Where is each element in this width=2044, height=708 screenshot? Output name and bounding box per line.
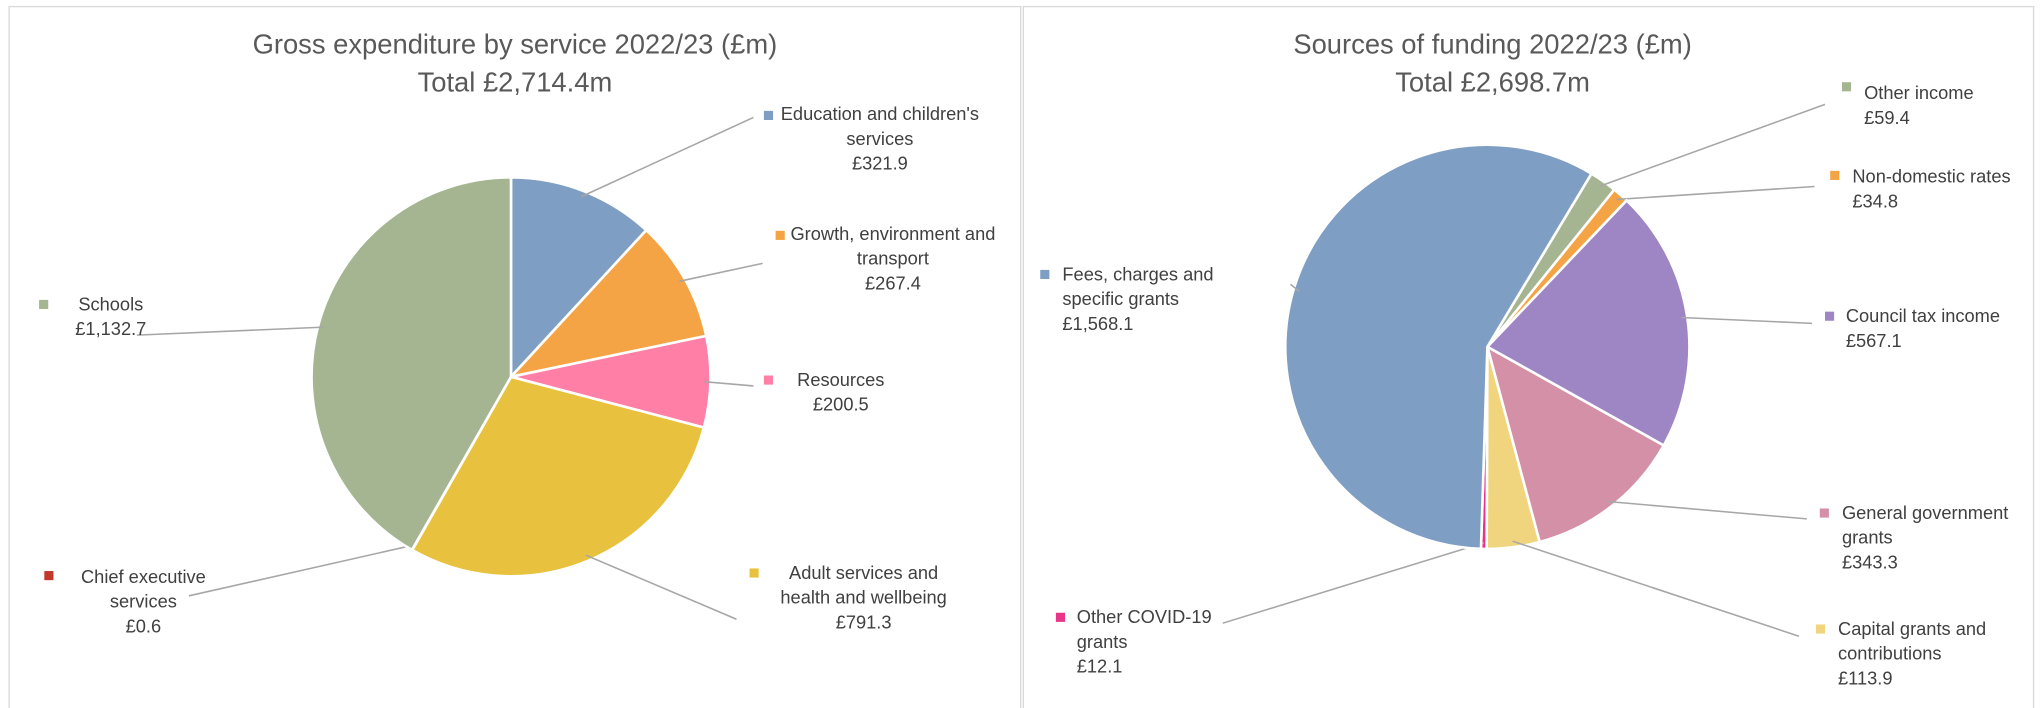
legend-marker [1055,612,1066,622]
value-label: £59.4 [1864,106,1910,128]
pie-slice [410,375,706,578]
category-label: Non-domestic rates [1852,165,2011,187]
category-label: Resources [797,368,885,390]
legend-marker [1815,624,1825,634]
legend-marker [749,568,759,578]
category-label: General government grants [1841,501,2009,548]
category-label: Other COVID-19 grants [1076,606,1212,652]
leader-line [704,380,754,387]
pie-slice [310,176,513,552]
data-label: Adult services and health and wellbeing £… [769,561,958,635]
data-label: Capital grants and contributions £113.9 [1838,617,2014,691]
value-label: £12.1 [1076,655,1123,677]
data-label-box: Council tax income £567.1 [1846,304,2035,354]
leader-line [581,116,754,198]
category-label: Chief executive services [81,565,206,612]
pie-slice [509,176,649,381]
value-label: £0.6 [125,615,162,637]
data-label-box: Non-domestic rates £34.8 [1852,164,2041,214]
leader-line [585,554,737,620]
legend-marker [1830,170,1840,180]
legend-marker [1841,82,1852,92]
value-label: £1,132.7 [75,318,147,340]
data-label-box: Other COVID-19 grants £12.1 [1077,605,1227,679]
data-label-box: Growth, environment and transport £267.4 [789,222,998,296]
leader-line [1616,185,1815,201]
data-label-box: General government grants £343.3 [1842,501,2038,575]
data-label-box: Chief executive services £0.6 [65,565,221,639]
category-label: Council tax income [1845,305,2001,326]
legend-marker [1825,311,1835,321]
leader-line [1222,542,1485,624]
value-label: £113.9 [1838,667,1893,689]
category-label: Fees, charges and specific grants [1062,263,1214,310]
leader-line [679,262,763,283]
category-label: Education and children's services [780,103,980,149]
value-label: £267.4 [865,272,921,294]
pie-slice [1284,143,1594,551]
value-label: £343.3 [1841,551,1898,573]
leader-line [1512,540,1800,637]
data-label: General government grants £343.3 [1842,501,2038,575]
data-label: Non-domestic rates £34.8 [1852,164,2041,214]
legend-marker [1040,269,1050,280]
value-label: £200.5 [812,393,869,415]
data-label-box: Schools £1,132.7 [52,292,169,342]
value-label: £567.1 [1845,329,1902,351]
legend-marker [39,299,49,310]
leader-line [1681,316,1812,325]
leader-line [1290,283,1300,293]
legend-marker [775,230,785,240]
data-label-box: Adult services and health and wellbeing £… [769,561,958,635]
legend-marker [763,110,774,121]
chart-title: Sources of funding 2022/23 (£m) [1293,29,1691,60]
legend-marker [1819,508,1829,518]
pie-slice [1485,198,1691,448]
data-label: Education and children's services £321.9 [776,102,985,176]
data-label: Resources £200.5 [782,368,899,418]
data-label: Schools £1,132.7 [52,292,169,342]
data-label: Chief executive services £0.6 [65,565,221,639]
category-label: Capital grants and contributions [1838,617,1987,664]
value-label: £1,568.1 [1062,312,1134,334]
data-label-box: Resources £200.5 [782,368,899,418]
leader-line [1599,103,1826,187]
category-label: Growth, environment and transport [790,222,996,269]
legend-marker [44,571,54,581]
value-label: £791.3 [835,611,892,633]
value-label: £321.9 [851,152,908,174]
pie-slice [1485,344,1666,544]
chart-title: Gross expenditure by service 2022/23 (£m… [253,29,778,60]
leader-line [1607,500,1807,520]
data-label-box: Other income £59.4 [1864,81,2033,131]
data-label: Growth, environment and transport £267.4 [789,222,998,296]
data-label-box: Education and children's services £321.9 [776,102,985,176]
data-label-box: Fees, charges and specific grants £1,568.… [1062,262,1238,336]
pie-slice [507,228,708,379]
data-label: Fees, charges and specific grants£1,568.… [1062,262,1238,336]
data-label: Council tax income £567.1 [1846,304,2035,354]
value-label: £34.8 [1852,190,1899,212]
category-label: Adult services and health and wellbeing [780,561,947,608]
leader-line [136,326,325,336]
data-label: Other COVID-19 grants £12.1 [1077,605,1227,679]
category-label: Schools [78,293,144,315]
legend-marker [763,375,774,385]
chart-subtitle: Total £2,714.4m [418,66,613,97]
leader-line [188,544,416,597]
chart-subtitle: Total £2,698.7m [1395,66,1590,97]
category-label: Other income [1864,82,1974,104]
data-label-box: Capital grants and contributions £113.9 [1838,617,2014,691]
data-label: Other income£59.4 [1864,81,2033,131]
